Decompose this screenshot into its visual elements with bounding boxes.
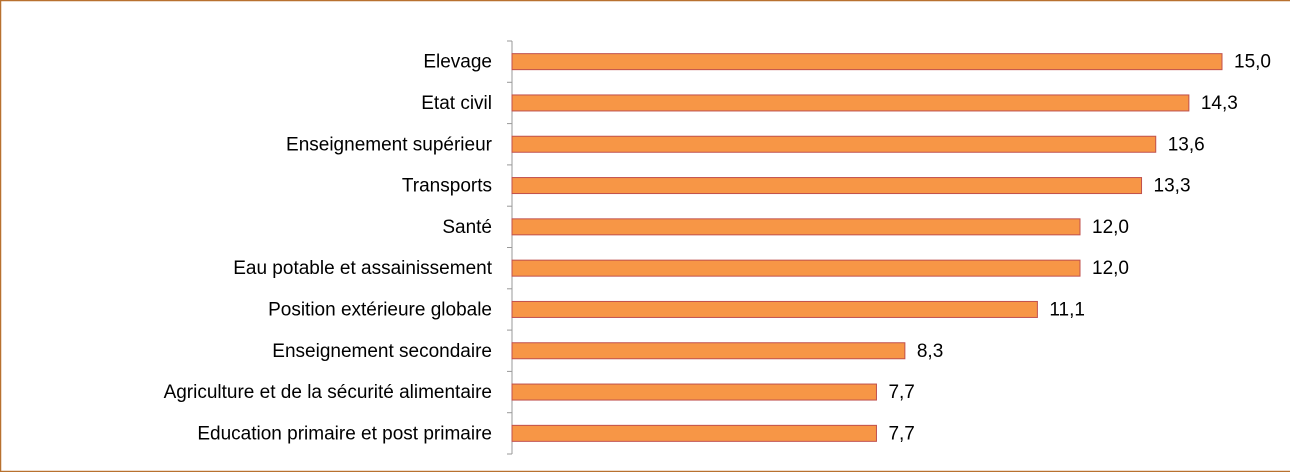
value-label: 12,0: [1092, 258, 1129, 279]
category-label: Enseignement supérieur: [286, 134, 493, 155]
category-label: Elevage: [423, 52, 492, 73]
category-label: Agriculture et de la sécurité alimentair…: [164, 382, 492, 403]
bar: [511, 218, 1081, 236]
bar: [511, 177, 1143, 195]
category-label: Transports: [402, 176, 492, 197]
bar: [511, 94, 1190, 112]
category-label: Etat civil: [421, 93, 492, 114]
value-label: 8,3: [917, 341, 943, 362]
value-label: 12,0: [1092, 217, 1129, 238]
bar: [511, 342, 906, 360]
bar: [511, 259, 1081, 277]
value-label: 7,7: [888, 423, 914, 444]
value-label: 11,1: [1049, 299, 1085, 320]
value-label: 15,0: [1234, 52, 1271, 73]
category-label: Position extérieure globale: [268, 299, 492, 320]
value-label: 7,7: [888, 382, 914, 403]
category-label: Eau potable et assainissement: [233, 258, 492, 279]
category-label: Enseignement secondaire: [272, 341, 492, 362]
bar: [511, 383, 877, 401]
category-label: Santé: [442, 217, 492, 238]
category-label: Education primaire et post primaire: [197, 423, 492, 444]
value-label: 14,3: [1201, 93, 1238, 114]
bar: [511, 135, 1157, 153]
bar: [511, 53, 1223, 71]
bar: [511, 424, 877, 442]
bar: [511, 300, 1038, 318]
value-label: 13,3: [1154, 176, 1191, 197]
value-label: 13,6: [1168, 134, 1205, 155]
